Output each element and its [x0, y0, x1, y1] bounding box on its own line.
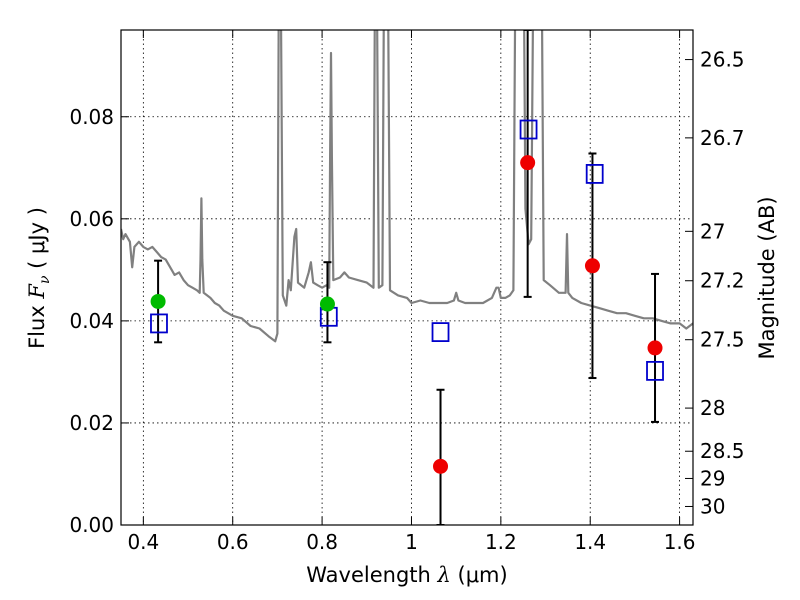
measured-flux-point: [433, 458, 449, 474]
data-points: [150, 119, 664, 474]
mag-tick-label: 28.5: [700, 439, 745, 463]
x-tick-label: 1: [405, 530, 418, 554]
error-bars: [154, 30, 660, 525]
model-photometry-square: [646, 360, 664, 381]
mag-tick-label: 30: [700, 494, 725, 518]
y-axis-label: Flux Fν ( μJy ): [25, 207, 53, 349]
model-photometry-square: [519, 119, 538, 140]
y-axis-ticks: 0.00 0.02 0.04 0.06 0.08: [69, 105, 129, 537]
y-tick-label: 0.04: [69, 309, 114, 333]
measured-flux-point: [584, 258, 600, 274]
x-tick-label: 0.8: [306, 530, 338, 554]
plot-area: [121, 30, 693, 525]
model-spectrum-line: [121, 30, 693, 343]
plot-frame: [120, 29, 694, 526]
mag-tick-label: 28: [700, 396, 725, 420]
x-tick-label: 0.4: [127, 530, 159, 554]
mag-tick-label: 26.7: [700, 126, 745, 150]
x-axis-ticks: 0.4 0.6 0.8 1 1.2 1.4 1.6: [127, 30, 696, 554]
measured-flux-point: [520, 155, 536, 171]
x-tick-label: 0.6: [217, 530, 249, 554]
detected-flux-point: [319, 296, 335, 312]
mag-tick-label: 27.5: [700, 328, 745, 352]
model-photometry-square: [431, 322, 450, 343]
model-photometry-square: [585, 164, 604, 184]
mag-axis-ticks: 26.5 26.7 27 27.2 27.5 28 28.5 29 30: [685, 48, 745, 518]
y-tick-label: 0.06: [69, 207, 114, 231]
measured-flux-point: [647, 340, 663, 356]
magnitude-axis-label: Magnitude (AB): [755, 196, 779, 359]
detected-flux-point: [150, 293, 166, 309]
x-tick-label: 1.4: [574, 530, 606, 554]
mag-tick-label: 29: [700, 466, 725, 490]
y-tick-label: 0.08: [69, 105, 114, 129]
grid-lines: [121, 30, 693, 526]
x-tick-label: 1.2: [485, 530, 517, 554]
mag-tick-label: 27.2: [700, 269, 745, 293]
model-spectrum-layer: [121, 30, 693, 343]
mag-tick-label: 26.5: [700, 48, 745, 72]
y-tick-label: 0.02: [69, 411, 114, 435]
model-photometry-square: [150, 313, 168, 334]
x-tick-label: 1.6: [664, 530, 696, 554]
y-tick-label: 0.00: [69, 513, 114, 537]
mag-tick-label: 27: [700, 219, 725, 243]
x-axis-label: Wavelength λ (μm): [306, 563, 507, 587]
